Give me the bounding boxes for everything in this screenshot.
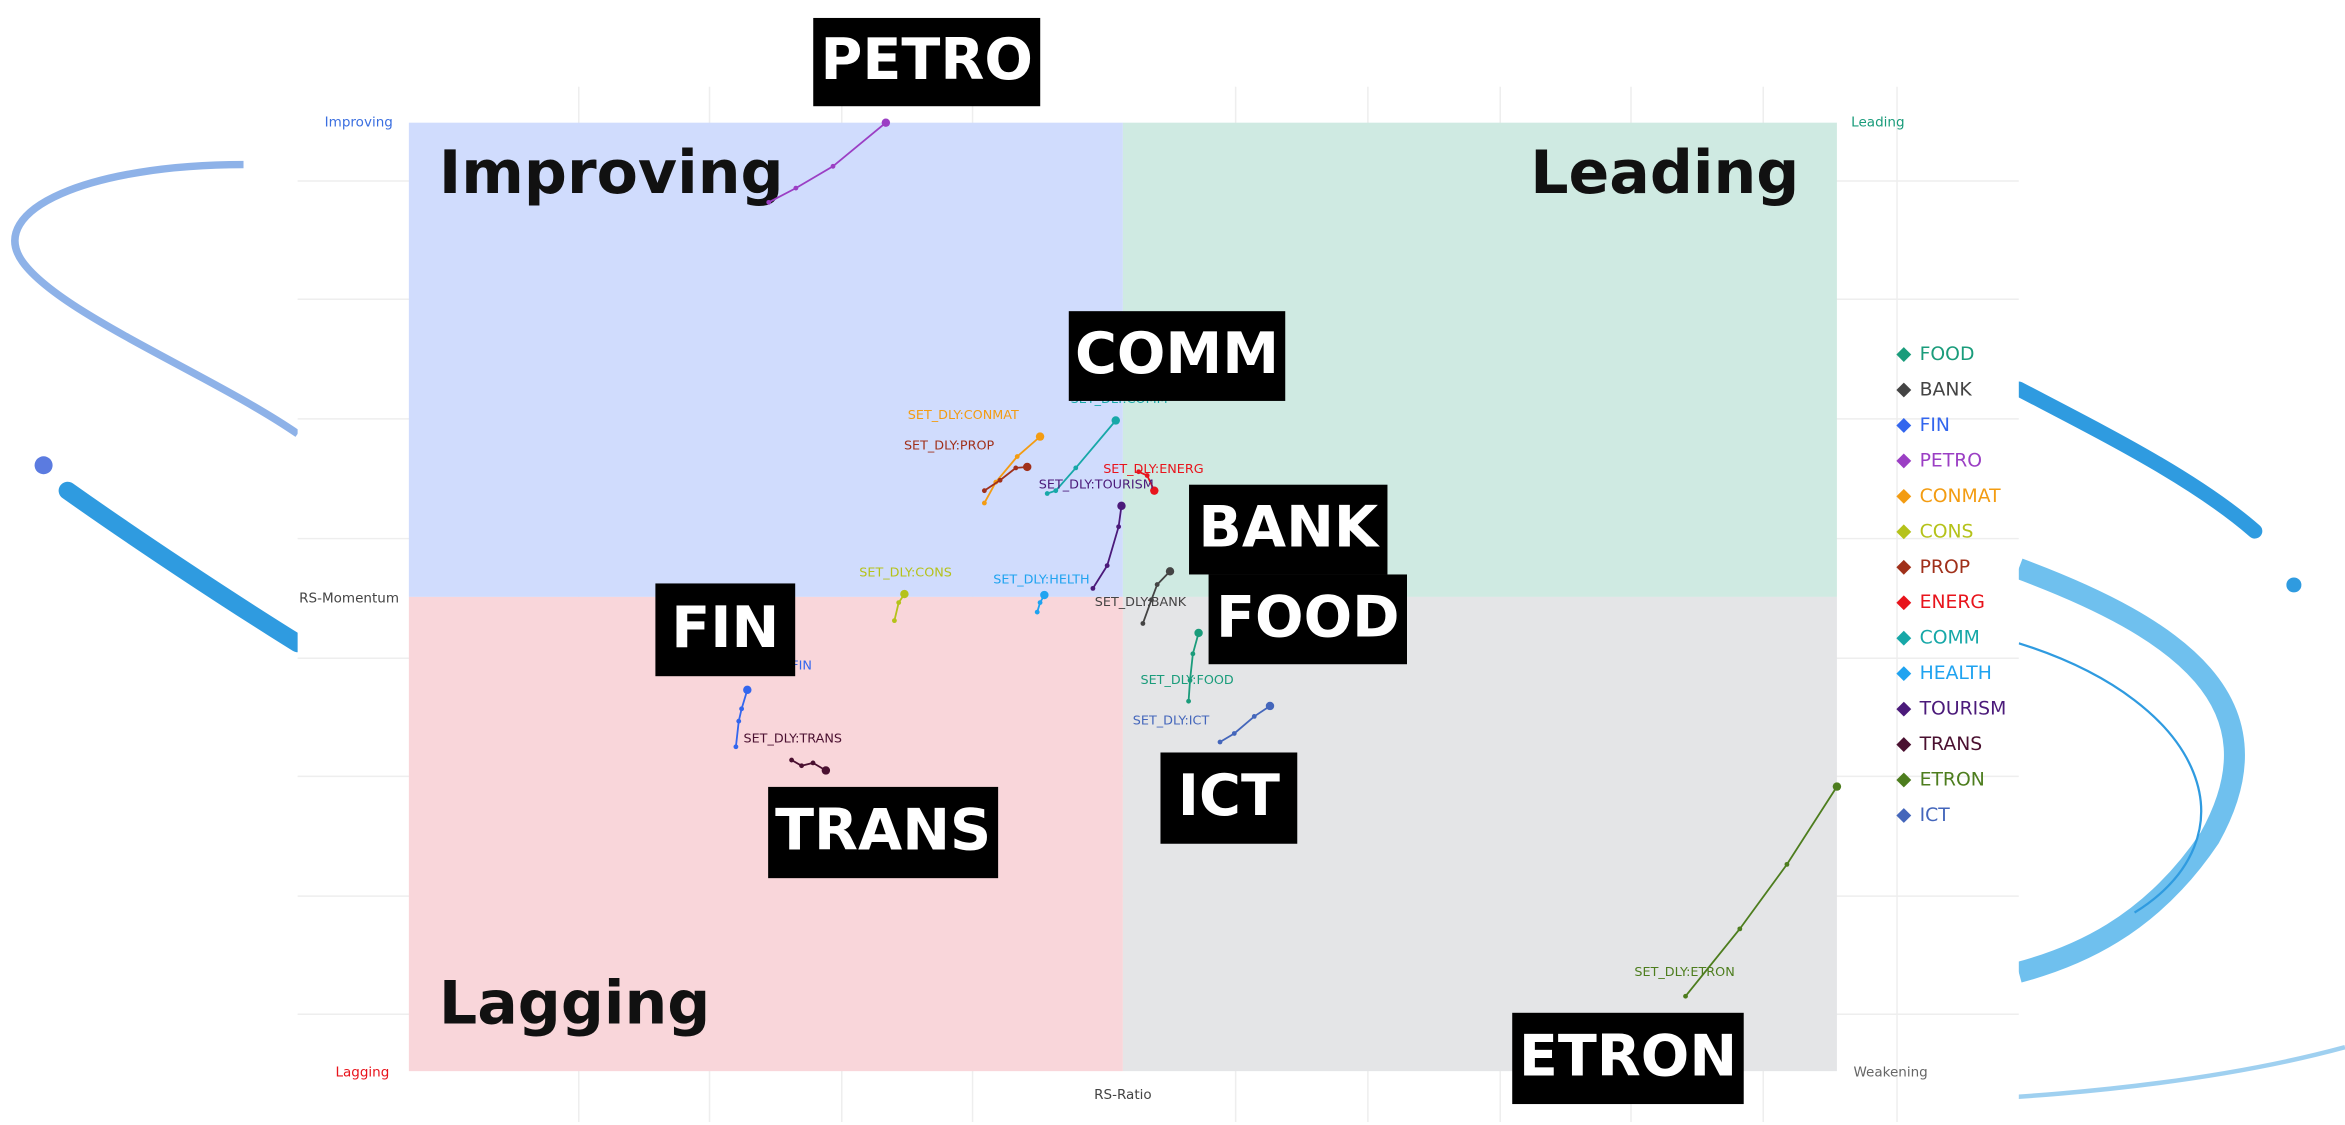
tail-point [1683,994,1688,999]
x-axis-label: RS-Ratio [1094,1087,1152,1103]
legend-entry: PROP [1920,557,1970,578]
legend-entry: PETRO [1920,450,1982,471]
tail-point [982,488,987,493]
corner-label: Leading [1851,115,1904,131]
head-point [822,766,830,774]
legend-entry: TRANS [1919,734,1983,755]
tail-point [1015,454,1020,459]
tail-point [811,760,816,765]
corner-label: Improving [325,115,393,131]
point-label: SET_DLY:ENERG [1103,462,1203,477]
callout-label: TRANS [775,798,991,864]
tail-point [766,200,771,205]
tail-point [831,164,836,169]
legend-entry: BANK [1920,380,1973,401]
quadrant-label: Improving [439,138,784,208]
tail-point [1140,621,1145,626]
y-axis-label: RS-Momentum [299,590,399,606]
callout-label: COMM [1075,321,1279,387]
tail-point [1091,586,1096,591]
legend-entry: ETRON [1920,770,1985,791]
legend-entry: FIN [1920,415,1950,436]
callout-label: FOOD [1216,585,1400,651]
tail-point [1218,740,1223,745]
head-point [1117,502,1125,510]
head-point [900,590,908,598]
tail-point [1737,926,1742,931]
tail-point [1785,862,1790,867]
point-label: SET_DLY:CONMAT [908,408,1019,423]
legend-entry: COMM [1920,628,1980,649]
tail-point [896,600,901,605]
head-point [1040,591,1048,599]
head-point [1166,567,1174,575]
head-point [1112,416,1120,424]
tail-point [733,744,738,749]
tail-point [1186,699,1191,704]
point-label: SET_DLY:FOOD [1140,673,1233,688]
tail-point [1190,651,1195,656]
legend-entry: ICT [1920,805,1951,826]
tail-point [799,763,804,768]
tail-point [1232,731,1237,736]
tail-point [1038,600,1043,605]
point-label: SET_DLY:ETRON [1634,965,1734,980]
callout-label: PETRO [821,27,1033,93]
legend-entry: FOOD [1920,344,1975,365]
callout-label: FIN [671,595,779,661]
page: {"chart_data": { "type": "rrg", "x_label… [0,0,2345,1125]
tail-point [1155,582,1160,587]
head-point [1194,629,1202,637]
tail-point [1105,563,1110,568]
head-point [1266,702,1274,710]
point-label: SET_DLY:PROP [904,439,995,454]
point-label: SET_DLY:TOURISM [1039,477,1154,492]
legend-entry: TOURISM [1919,699,2007,720]
quadrant-label: Leading [1530,138,1799,208]
legend-entry: HEALTH [1920,663,1992,684]
tail-point [892,618,897,623]
quadrant-label: Lagging [439,969,710,1039]
corner-label: Weakening [1853,1065,1927,1081]
head-point [1833,782,1841,790]
head-point [1036,432,1044,440]
tail-point [793,186,798,191]
legend-entry: CONS [1920,521,1974,542]
head-point [1023,463,1031,471]
tail-point [789,758,794,763]
chart: Improving Leading Lagging Improving Lead… [0,0,2345,1125]
tail-point [1013,466,1018,471]
callout-label: ICT [1178,763,1280,829]
point-label: SET_DLY:TRANS [743,732,842,747]
point-label: SET_DLY:BANK [1095,595,1187,610]
point-label: SET_DLY:CONS [859,566,952,581]
callout-label: BANK [1198,495,1380,561]
legend-entry: CONMAT [1920,486,2002,507]
corner-label: Lagging [335,1065,389,1081]
head-point [882,118,890,126]
tail-point [1035,610,1040,615]
tail-point [1073,466,1078,471]
point-label: SET_DLY:ICT [1133,714,1210,729]
tail-point [739,706,744,711]
legend-entry: ENERG [1920,592,1985,613]
tail-point [982,501,987,506]
tail-point [1116,524,1121,529]
tail-point [1252,714,1257,719]
tail-point [998,478,1003,483]
tail-point [736,719,741,724]
head-point [743,686,751,694]
point-label: SET_DLY:HELTH [993,573,1089,588]
callout-label: ETRON [1519,1024,1737,1090]
